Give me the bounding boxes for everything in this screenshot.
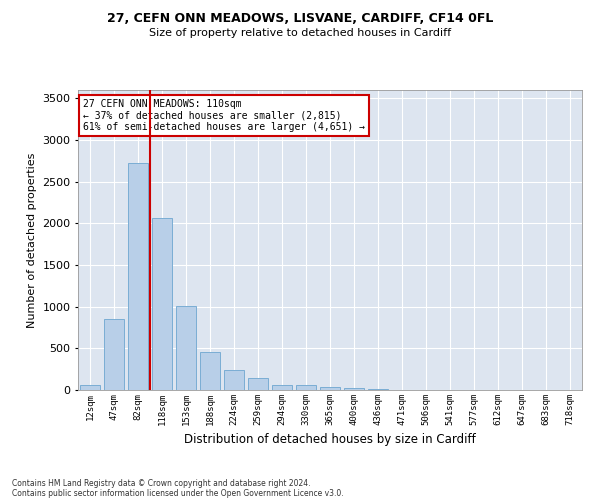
Bar: [344, 388, 364, 390]
Bar: [368, 389, 388, 390]
Bar: [200, 352, 220, 390]
Text: 27 CEFN ONN MEADOWS: 110sqm
← 37% of detached houses are smaller (2,815)
61% of : 27 CEFN ONN MEADOWS: 110sqm ← 37% of det…: [83, 99, 365, 132]
Bar: [128, 164, 148, 390]
Bar: [320, 387, 340, 390]
Bar: [104, 319, 124, 390]
Bar: [224, 370, 244, 390]
Bar: [152, 218, 172, 390]
Bar: [296, 386, 316, 390]
Bar: [272, 384, 292, 390]
Text: Contains HM Land Registry data © Crown copyright and database right 2024.: Contains HM Land Registry data © Crown c…: [12, 478, 311, 488]
Text: Size of property relative to detached houses in Cardiff: Size of property relative to detached ho…: [149, 28, 451, 38]
X-axis label: Distribution of detached houses by size in Cardiff: Distribution of detached houses by size …: [184, 434, 476, 446]
Text: Contains public sector information licensed under the Open Government Licence v3: Contains public sector information licen…: [12, 488, 344, 498]
Bar: [176, 306, 196, 390]
Text: 27, CEFN ONN MEADOWS, LISVANE, CARDIFF, CF14 0FL: 27, CEFN ONN MEADOWS, LISVANE, CARDIFF, …: [107, 12, 493, 26]
Bar: [248, 378, 268, 390]
Y-axis label: Number of detached properties: Number of detached properties: [26, 152, 37, 328]
Bar: [80, 385, 100, 390]
